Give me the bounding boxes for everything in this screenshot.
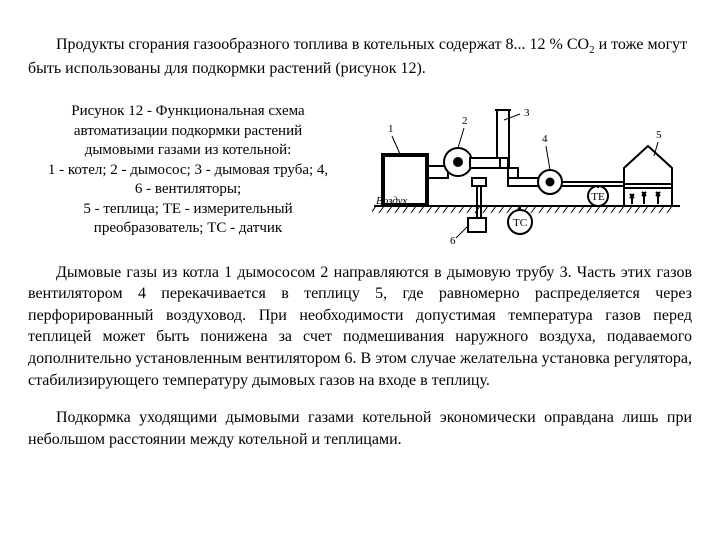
figure-row: Рисунок 12 - Функциональная схема автома… (28, 96, 692, 246)
caption-line-1: Рисунок 12 - Функциональная схема (71, 103, 304, 119)
svg-text:ТЕ: ТЕ (591, 191, 605, 203)
caption-line-4: 1 - котел; 2 - дымосос; 3 - дымовая труб… (48, 162, 328, 178)
caption-line-3: дымовыми газами из котельной: (85, 142, 292, 158)
svg-text:Воздух: Воздух (376, 195, 407, 207)
svg-text:6: 6 (450, 235, 456, 246)
caption-line-5: 6 - вентиляторы; (135, 181, 241, 197)
intro-text-before: Продукты сгорания газообразного топлива … (56, 36, 589, 53)
svg-text:1: 1 (388, 123, 394, 135)
svg-text:ТС: ТС (513, 217, 527, 229)
svg-text:5: 5 (656, 129, 662, 141)
page-root: Продукты сгорания газообразного топлива … (0, 0, 720, 540)
figure-caption: Рисунок 12 - Функциональная схема автома… (28, 102, 348, 239)
body-paragraph-2: Подкормка уходящими дымовыми газами коте… (28, 407, 692, 450)
svg-text:3: 3 (524, 107, 530, 119)
intro-paragraph: Продукты сгорания газообразного топлива … (28, 34, 692, 80)
caption-line-6: 5 - теплица; ТЕ - измерительный (83, 201, 292, 217)
diagram-container: 1 2 3 4 5 6 Воздух ТС ТЕ (362, 96, 692, 246)
caption-line-2: автоматизации подкормки растений (74, 123, 302, 139)
body-paragraph-1: Дымовые газы из котла 1 дымососом 2 напр… (28, 262, 692, 392)
svg-text:2: 2 (462, 115, 468, 127)
caption-line-7: преобразователь; ТС - датчик (94, 220, 282, 236)
boiler-diagram: 1 2 3 4 5 6 Воздух ТС ТЕ (372, 96, 682, 246)
svg-text:4: 4 (542, 133, 548, 145)
